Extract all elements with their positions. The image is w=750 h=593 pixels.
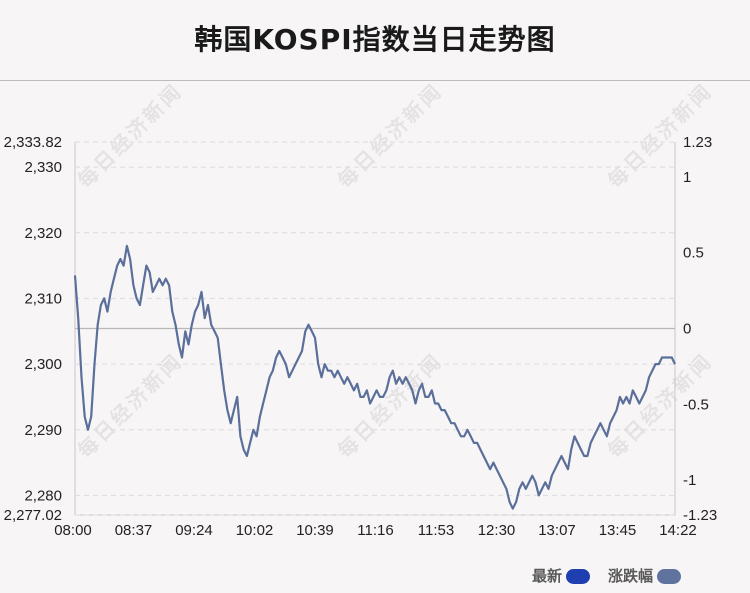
y-right-tick-label: 0.5 <box>683 245 704 262</box>
legend-latest-swatch <box>566 569 591 584</box>
y-left-tick-label: 2,330 <box>24 159 62 176</box>
legend-latest[interactable]: 最新 <box>532 565 591 586</box>
x-tick-label: 11:16 <box>357 522 393 539</box>
x-tick-label: 08:37 <box>115 522 153 539</box>
y-left-tick-label: 2,280 <box>24 487 62 504</box>
x-tick-label: 13:07 <box>538 522 576 539</box>
x-tick-label: 12:30 <box>478 522 516 539</box>
legend-change[interactable]: 涨跌幅 <box>608 565 682 586</box>
x-tick-label: 10:39 <box>296 522 334 539</box>
title-divider <box>0 80 750 81</box>
y-right-tick-label: 1.23 <box>683 134 712 151</box>
y-left-tick-label: 2,310 <box>24 290 62 307</box>
x-tick-label: 13:45 <box>599 522 637 539</box>
y-right-tick-label: -1 <box>683 472 696 489</box>
chart-title: 韩国KOSPI指数当日走势图 <box>194 23 556 56</box>
x-tick-label: 09:24 <box>175 522 213 539</box>
y-left-tick-label: 2,277.02 <box>4 507 62 524</box>
legend-latest-label: 最新 <box>532 567 563 585</box>
x-tick-label: 08:00 <box>54 522 92 539</box>
y-left-tick-label: 2,300 <box>24 356 62 373</box>
y-right-tick-label: 0 <box>683 321 691 338</box>
y-left-tick-label: 2,290 <box>24 422 62 439</box>
legend-change-swatch <box>657 569 682 584</box>
y-right-tick-label: 1 <box>683 169 691 186</box>
legend-change-label: 涨跌幅 <box>608 567 654 585</box>
y-right-tick-label: -1.23 <box>683 507 717 524</box>
y-right-tick-label: -0.5 <box>683 396 709 413</box>
x-tick-label: 10:02 <box>236 522 274 539</box>
y-left-tick-label: 2,320 <box>24 225 62 242</box>
x-tick-label: 14:22 <box>659 522 697 539</box>
y-left-tick-label: 2,333.82 <box>4 134 62 151</box>
x-tick-label: 11:53 <box>418 522 454 539</box>
series-line-latest <box>73 244 676 510</box>
